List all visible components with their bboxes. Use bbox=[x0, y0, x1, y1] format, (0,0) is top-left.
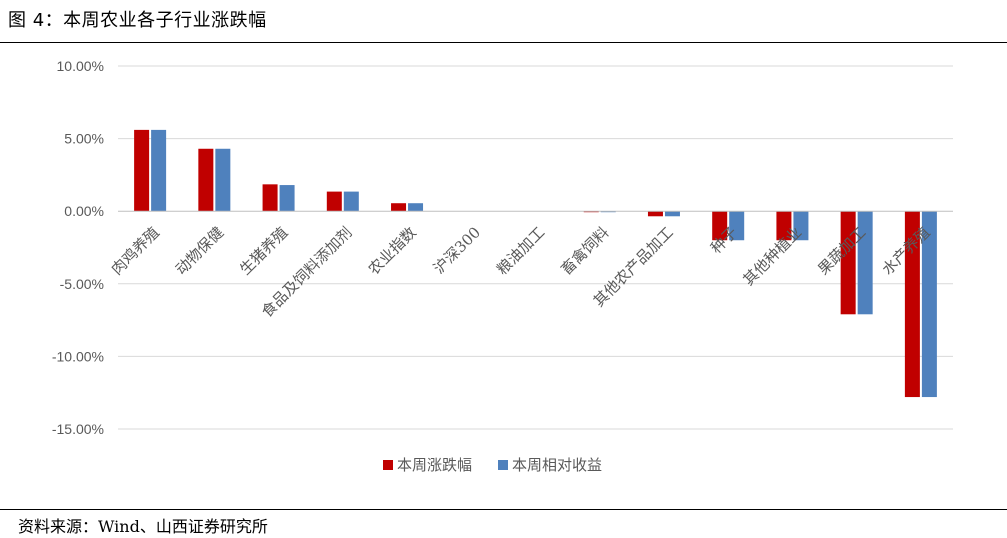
bar-relative bbox=[215, 148, 231, 212]
category-label: 农业指数 bbox=[365, 223, 420, 278]
bar-change bbox=[840, 211, 856, 315]
category-label: 生猪养殖 bbox=[236, 223, 291, 278]
category-label: 其他种植业 bbox=[739, 223, 805, 289]
gridlines bbox=[118, 65, 953, 430]
source-rule bbox=[0, 509, 1007, 510]
y-tick-label: 10.00% bbox=[57, 58, 104, 74]
bar-relative bbox=[664, 211, 680, 217]
bar-change bbox=[326, 191, 342, 212]
bar-change bbox=[904, 211, 920, 398]
bar-change bbox=[647, 211, 663, 217]
bar-change bbox=[198, 148, 214, 212]
bar-relative bbox=[279, 185, 295, 212]
bar-relative bbox=[408, 203, 424, 212]
y-axis-tick-labels: 10.00% 5.00% 0.00% -5.00% -10.00% -15.00% bbox=[52, 58, 104, 437]
bar-change bbox=[391, 203, 407, 212]
bar-change bbox=[134, 129, 150, 212]
category-label: 粮油加工 bbox=[493, 223, 548, 278]
category-label: 畜禽饲料 bbox=[557, 223, 612, 278]
legend-label: 本周相对收益 bbox=[512, 456, 602, 474]
category-label: 肉鸡养殖 bbox=[108, 223, 163, 278]
y-tick-label: 5.00% bbox=[64, 131, 104, 147]
legend-swatch bbox=[498, 460, 508, 470]
bar-relative bbox=[151, 129, 167, 212]
bar-change bbox=[712, 211, 728, 241]
figure-title: 图 4：本周农业各子行业涨跌幅 bbox=[8, 10, 267, 31]
legend-swatch bbox=[383, 460, 393, 470]
category-label: 动物保健 bbox=[172, 223, 227, 278]
y-tick-label: -10.00% bbox=[52, 348, 104, 364]
bar-relative bbox=[921, 211, 937, 398]
bar-relative bbox=[729, 211, 745, 241]
y-tick-label: -15.00% bbox=[52, 421, 104, 437]
bar-relative bbox=[793, 211, 809, 241]
bar-change bbox=[776, 211, 792, 241]
bar-relative bbox=[857, 211, 873, 315]
title-rule bbox=[0, 42, 1007, 43]
bar-chart: 10.00% 5.00% 0.00% -5.00% -10.00% -15.00% 肉鸡养… bbox=[52, 58, 953, 474]
legend: 本周涨跌幅 本周相对收益 bbox=[383, 456, 602, 474]
bar-change bbox=[262, 184, 278, 212]
y-tick-label: 0.00% bbox=[64, 203, 104, 219]
category-label: 沪深300 bbox=[430, 223, 484, 277]
bar-relative bbox=[343, 191, 359, 212]
legend-label: 本周涨跌幅 bbox=[397, 456, 472, 474]
y-tick-label: -5.00% bbox=[60, 276, 104, 292]
figure-source: 资料来源：Wind、山西证券研究所 bbox=[18, 517, 268, 536]
